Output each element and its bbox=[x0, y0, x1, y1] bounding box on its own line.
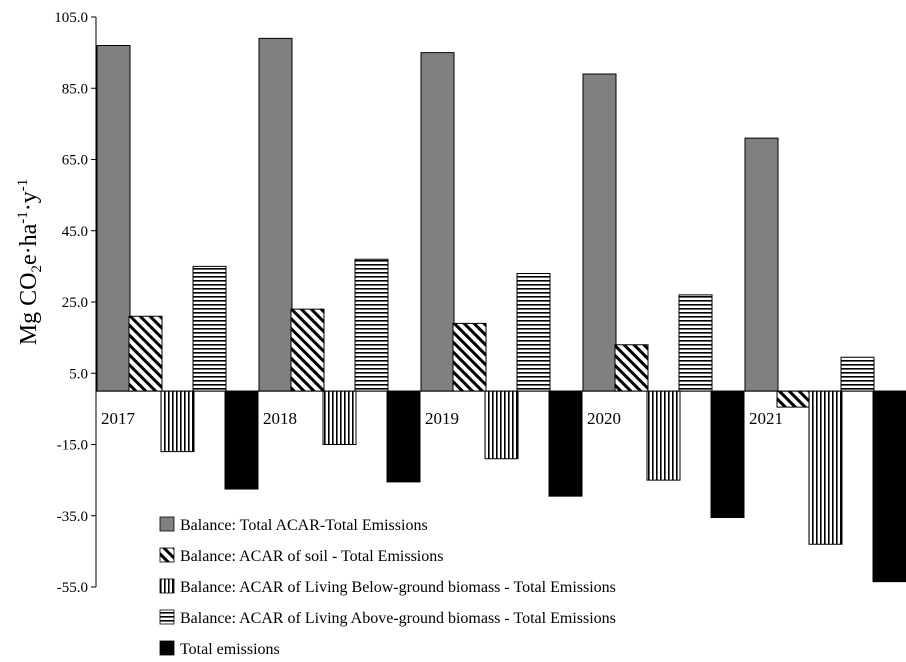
legend-label: Balance: Total ACAR-Total Emissions bbox=[180, 517, 428, 534]
legend-swatch-horizontal-lines bbox=[159, 609, 175, 625]
legend-swatch-solid-black bbox=[159, 640, 175, 656]
bar-solid-gray-2018 bbox=[258, 37, 293, 392]
y-tick-label: -55.0 bbox=[57, 580, 88, 596]
bar-horizontal-lines-2020 bbox=[678, 294, 713, 392]
y-axis-label: Mg CO2e·ha-1·y-1 bbox=[15, 179, 45, 345]
y-tick-label: 45.0 bbox=[62, 224, 88, 240]
x-axis-category-labels: 2017 2018 2019 2020 2021 bbox=[101, 409, 783, 428]
bar-solid-black-2020 bbox=[710, 390, 745, 519]
bar-horizontal-lines-2019 bbox=[516, 273, 551, 392]
legend-label: Balance: ACAR of soil - Total Emissions bbox=[180, 548, 443, 565]
y-tick-label: -15.0 bbox=[57, 438, 88, 454]
bar-horizontal-lines-2021 bbox=[840, 356, 875, 392]
legend-swatch-diagonal-hatch bbox=[159, 547, 175, 563]
bar-solid-black-2017 bbox=[224, 390, 259, 490]
bar-horizontal-lines-2018 bbox=[354, 258, 389, 392]
bar-solid-black-2019 bbox=[548, 390, 583, 497]
y-tick-label: 85.0 bbox=[62, 81, 88, 97]
y-tick-label: -35.0 bbox=[57, 509, 88, 525]
bar-vertical-lines-2018 bbox=[322, 390, 357, 445]
y-tick-label: 25.0 bbox=[62, 295, 88, 311]
bar-diagonal-hatch-2019 bbox=[452, 322, 487, 392]
bar-solid-black-2021 bbox=[872, 390, 906, 583]
legend-swatch-solid-gray bbox=[159, 516, 175, 532]
bar-solid-gray-2019 bbox=[420, 52, 455, 392]
bars bbox=[96, 37, 906, 583]
bar-vertical-lines-2019 bbox=[484, 390, 519, 460]
y-tick-label: 5.0 bbox=[69, 366, 88, 382]
bar-diagonal-hatch-2018 bbox=[290, 308, 325, 392]
bar-diagonal-hatch-2017 bbox=[128, 315, 163, 392]
x-category-label: 2018 bbox=[263, 409, 297, 428]
legend-label: Balance: ACAR of Living Below-ground bio… bbox=[180, 579, 616, 596]
legend-swatch-vertical-lines bbox=[159, 578, 175, 594]
bar-solid-gray-2017 bbox=[96, 45, 131, 392]
y-tick-label: 105.0 bbox=[54, 10, 88, 26]
y-tick-label: 65.0 bbox=[62, 153, 88, 169]
x-category-label: 2021 bbox=[749, 409, 783, 428]
x-category-label: 2017 bbox=[101, 409, 136, 428]
bar-solid-black-2018 bbox=[386, 390, 421, 483]
bar-solid-gray-2020 bbox=[582, 73, 617, 392]
bar-solid-gray-2021 bbox=[744, 137, 779, 392]
y-axis: -55.0 -35.0 -15.0 5.0 25.0 45.0 65.0 85.0 105.0 bbox=[54, 10, 97, 596]
x-category-label: 2019 bbox=[425, 409, 459, 428]
bar-diagonal-hatch-2021 bbox=[776, 390, 811, 408]
bar-horizontal-lines-2017 bbox=[192, 265, 227, 392]
bar-vertical-lines-2021 bbox=[808, 390, 843, 545]
bar-vertical-lines-2020 bbox=[646, 390, 681, 481]
bar-diagonal-hatch-2020 bbox=[614, 344, 649, 392]
legend-label: Total emissions bbox=[180, 641, 280, 658]
x-category-label: 2020 bbox=[587, 409, 621, 428]
legend-label: Balance: ACAR of Living Above-ground bio… bbox=[180, 610, 616, 627]
legend: Balance: Total ACAR-Total Emissions Balan… bbox=[159, 516, 616, 658]
bar-vertical-lines-2017 bbox=[160, 390, 195, 453]
